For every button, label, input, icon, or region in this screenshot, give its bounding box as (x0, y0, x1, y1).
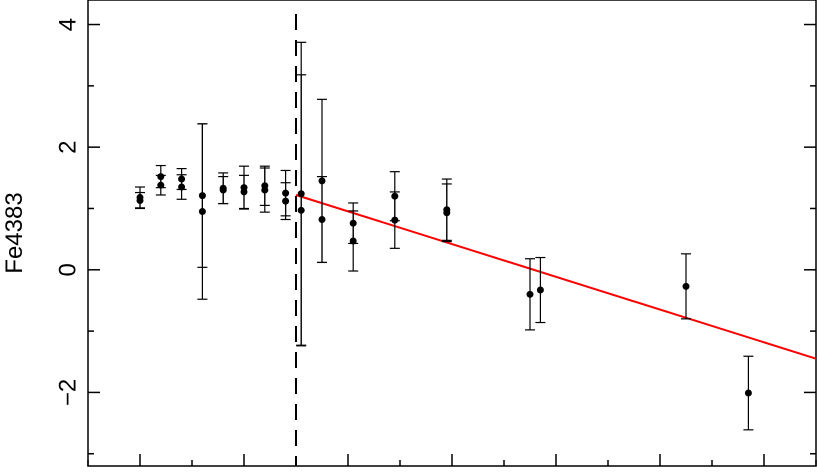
data-point (136, 197, 144, 205)
data-point (318, 177, 326, 185)
data-point (349, 219, 357, 227)
y-tick-label: 2 (55, 140, 82, 153)
data-point (198, 192, 206, 200)
data-point (349, 237, 357, 245)
y-axis-ticks (88, 23, 816, 455)
data-point (157, 173, 165, 181)
plot-frame (87, 0, 817, 467)
data-point (219, 186, 227, 194)
y-tick-label: 0 (55, 263, 82, 276)
data-point (682, 282, 690, 290)
fit-line (295, 194, 817, 360)
y-tick-label: 4 (55, 18, 82, 31)
data-point (297, 206, 305, 214)
data-point (178, 175, 186, 183)
data-point (536, 286, 544, 294)
y-tick-labels: −2 0 2 4 (55, 18, 82, 406)
reference-lines (295, 14, 817, 466)
error-bars (135, 41, 754, 431)
data-point (297, 190, 305, 198)
data-points (136, 173, 752, 397)
data-point (178, 183, 186, 191)
data-point (744, 389, 752, 397)
data-point (198, 208, 206, 216)
y-axis-title: Fe4383 (1, 192, 28, 273)
y-tick-label: −2 (55, 379, 82, 406)
data-point (261, 186, 269, 194)
data-point (157, 181, 165, 189)
data-point (443, 209, 451, 217)
data-point (282, 197, 290, 205)
data-point (282, 189, 290, 197)
data-point (318, 216, 326, 224)
data-point (391, 192, 399, 200)
data-point (526, 290, 534, 298)
x-axis-ticks (87, 454, 817, 466)
data-point (391, 216, 399, 224)
data-point (240, 188, 248, 196)
